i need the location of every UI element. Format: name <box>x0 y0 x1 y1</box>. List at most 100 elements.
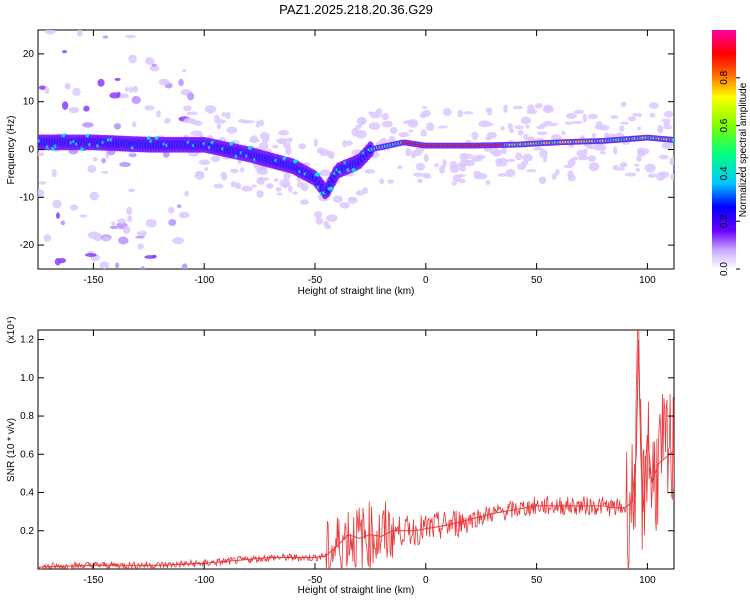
spectrogram-cell <box>125 34 136 39</box>
spectrogram-cell <box>613 146 618 155</box>
spectrogram-cell <box>355 124 362 130</box>
spectrogram-cell <box>532 147 544 151</box>
spectrogram-cell <box>627 116 637 122</box>
spectrogram-y-tick-label: -20 <box>20 240 35 251</box>
spectrogram-cell <box>515 152 523 161</box>
spectrogram-cell <box>644 163 656 173</box>
spectrogram-cell <box>89 191 99 201</box>
spectrogram-cell <box>38 152 45 157</box>
spectrogram-cell <box>220 171 227 179</box>
spectrogram-cell <box>619 125 625 132</box>
snr-axes: -150 -100 -50 0 50 100 0.2 0.4 0.6 0.8 1.0 1.2 <box>20 330 674 586</box>
spectrogram-y-tick-label: -10 <box>20 192 35 203</box>
spectrogram-cell <box>216 119 227 124</box>
spectrogram-cell <box>555 168 560 176</box>
spectrogram-cell <box>551 173 557 180</box>
spectrogram-cell <box>102 35 109 39</box>
colorbar-tick-label: 0.4 <box>719 166 730 180</box>
spectrogram-cell <box>610 115 619 120</box>
spectrogram-cell <box>251 184 257 188</box>
spectrogram-cell <box>438 125 448 129</box>
spectrogram-x-label: Height of straight line (km) <box>298 286 415 297</box>
spectrogram-cell <box>543 104 553 111</box>
spectrogram-cell <box>422 105 428 110</box>
spectrogram-cell <box>420 129 428 137</box>
spectrogram-cell <box>329 154 334 160</box>
spectrogram-cell <box>57 257 66 264</box>
spectrogram-cell <box>61 50 68 54</box>
spectrogram-cell <box>536 131 548 136</box>
spectrogram-cell <box>117 218 127 224</box>
spectrogram-cell <box>38 189 45 198</box>
spectrogram-cell <box>164 117 171 124</box>
spectrogram-cell <box>178 78 184 87</box>
spectrogram-cell <box>68 106 80 114</box>
spectrogram-cell <box>117 93 130 99</box>
spectrogram-cell <box>455 174 466 178</box>
spectrogram-cell <box>275 187 282 192</box>
spectrogram-cell <box>471 155 483 162</box>
spectrogram-cell <box>65 84 70 90</box>
spectrogram-cell <box>182 68 187 73</box>
spectrogram-cell <box>101 236 111 242</box>
spectrogram-cell <box>649 112 656 118</box>
colorbar-tick-label: 0.8 <box>719 70 730 84</box>
spectrogram-cell <box>485 136 492 141</box>
spectrogram-cell <box>144 57 155 65</box>
spectrogram-cell <box>587 113 599 120</box>
spectrogram-cell <box>567 158 576 167</box>
snr-x-label: Height of straight line (km) <box>298 585 415 596</box>
spectrogram-cell <box>127 215 133 223</box>
snr-x-tick-label: 50 <box>531 575 543 586</box>
spectrogram-cell <box>187 92 195 101</box>
spectrogram-cell <box>51 168 57 178</box>
spectrogram-cell <box>387 179 395 184</box>
spectrogram-cell <box>648 102 659 109</box>
spectrogram-cell <box>497 173 508 177</box>
spectrogram-cell <box>588 162 600 172</box>
spectrogram-cell <box>526 169 537 173</box>
spectrogram-cell <box>44 86 50 95</box>
spectrogram-cell <box>194 171 204 177</box>
spectrogram-cell <box>583 148 588 153</box>
spectrogram-cell <box>476 173 488 180</box>
spectrogram-cell <box>423 153 429 163</box>
spectrogram-cell <box>663 120 671 127</box>
spectrogram-cell <box>198 159 211 165</box>
snr-y-tick-label: 1.2 <box>20 335 34 346</box>
spectrogram-cell <box>292 191 298 195</box>
spectrogram-cell <box>183 105 192 112</box>
colorbar-gradient <box>712 30 736 269</box>
spectrogram-cell <box>449 161 458 170</box>
snr-y-label: SNR (10 * v/v) <box>6 418 17 482</box>
spectrogram-cell <box>525 124 530 129</box>
spectrogram-cell <box>534 103 543 109</box>
spectrogram-cell <box>99 261 110 269</box>
spectrogram-cell <box>115 262 120 269</box>
spectrogram-cell <box>456 162 467 168</box>
spectrogram-cell <box>286 137 293 143</box>
spectrogram-cell <box>522 153 533 162</box>
spectrogram-cell <box>619 162 628 168</box>
spectrogram-cell <box>210 156 221 162</box>
spectrogram-cell <box>326 214 338 222</box>
spectrogram-cell <box>565 112 578 119</box>
spectrogram-cell <box>168 206 175 214</box>
spectrogram-cell <box>124 87 129 92</box>
spectrogram-cell <box>501 145 507 155</box>
spectrogram-cell <box>314 172 321 177</box>
spectrogram-cell <box>507 122 513 130</box>
spectrogram-cell <box>285 146 292 156</box>
spectrogram-cell <box>509 128 515 134</box>
spectrogram-cell <box>240 167 245 173</box>
spectrogram-x-tick-label: -150 <box>83 275 103 286</box>
spectrogram-cell <box>213 183 224 189</box>
spectrogram-cell <box>500 126 505 131</box>
spectrogram-cell <box>249 135 259 144</box>
spectrogram-cell <box>140 230 147 237</box>
spectrogram-cell <box>669 157 674 166</box>
spectrogram-cell <box>567 170 574 178</box>
spectrogram-cell <box>526 109 538 115</box>
